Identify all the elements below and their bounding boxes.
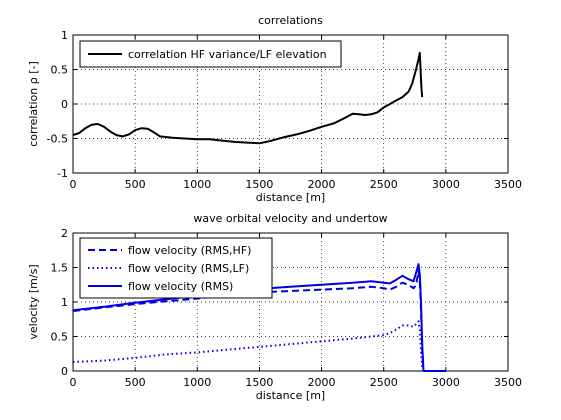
x-tick-label: 2500	[370, 376, 398, 389]
legend: flow velocity (RMS,HF) flow velocity (RMS…	[79, 237, 273, 299]
legend-label: correlation HF variance/LF elevation	[128, 48, 327, 61]
grid	[73, 35, 508, 173]
series	[72, 51, 424, 145]
x-tick-label: 1500	[245, 178, 273, 191]
y-axis-label: velocity [m/s]	[27, 264, 40, 339]
x-axis-label: distance [m]	[256, 389, 325, 402]
y-axis-label: correlation ρ [-]	[27, 61, 40, 147]
y-tick-label: -1	[57, 167, 68, 180]
series-line-1	[72, 320, 425, 372]
legend-box	[79, 40, 342, 68]
y-tick-label: 2	[61, 227, 68, 240]
x-tick-label: 1000	[183, 376, 211, 389]
y-tick-label: 0.5	[51, 64, 69, 77]
x-tick-label: 3000	[432, 178, 460, 191]
correlations-plot: 0 500 1000 1500 2000 2500 3000 3500-1-0.500.51 …	[27, 14, 522, 204]
x-tick-label: 500	[125, 178, 146, 191]
y-tick-label: 1	[61, 29, 68, 42]
x-tick-label: 500	[125, 376, 146, 389]
x-tick-label: 3000	[432, 376, 460, 389]
x-tick-label: 0	[70, 376, 77, 389]
x-tick-label: 3500	[494, 376, 522, 389]
legend-label: flow velocity (RMS,LF)	[128, 262, 249, 275]
x-tick-label: 2000	[308, 376, 336, 389]
ticks: 0 500 1000 1500 2000 2500 3000 3500 0 0.5 1 1.5 2	[51, 227, 523, 389]
y-tick-label: 0	[61, 365, 68, 378]
plot-title: correlations	[258, 14, 323, 27]
y-tick-label: -0.5	[47, 133, 68, 146]
x-tick-label: 3500	[494, 178, 522, 191]
plot-title: wave orbital velocity and undertow	[193, 212, 387, 225]
y-tick-label: 1	[61, 296, 68, 309]
legend: correlation HF variance/LF elevation	[79, 40, 342, 68]
x-tick-label: 0	[70, 178, 77, 191]
legend-label: flow velocity (RMS,HF)	[128, 244, 251, 257]
y-tick-label: 0.5	[51, 331, 69, 344]
velocity-plot: 0 500 1000 1500 2000 2500 3000 3500 0 0.5 1 1.5 2 wa…	[27, 212, 522, 402]
y-tick-label: 0	[61, 98, 68, 111]
legend-label: flow velocity (RMS)	[128, 280, 233, 293]
x-tick-label: 2500	[370, 178, 398, 191]
ticks: 0 500 1000 1500 2000 2500 3000 3500 -1 -0.5 0 0.5 1	[47, 29, 522, 191]
series-line-0	[72, 51, 424, 145]
x-axis-label: distance [m]	[256, 191, 325, 204]
x-tick-label: 2000	[308, 178, 336, 191]
x-tick-label: 1500	[245, 376, 273, 389]
y-tick-label: 1.5	[51, 262, 69, 275]
x-tick-label: 1000	[183, 178, 211, 191]
